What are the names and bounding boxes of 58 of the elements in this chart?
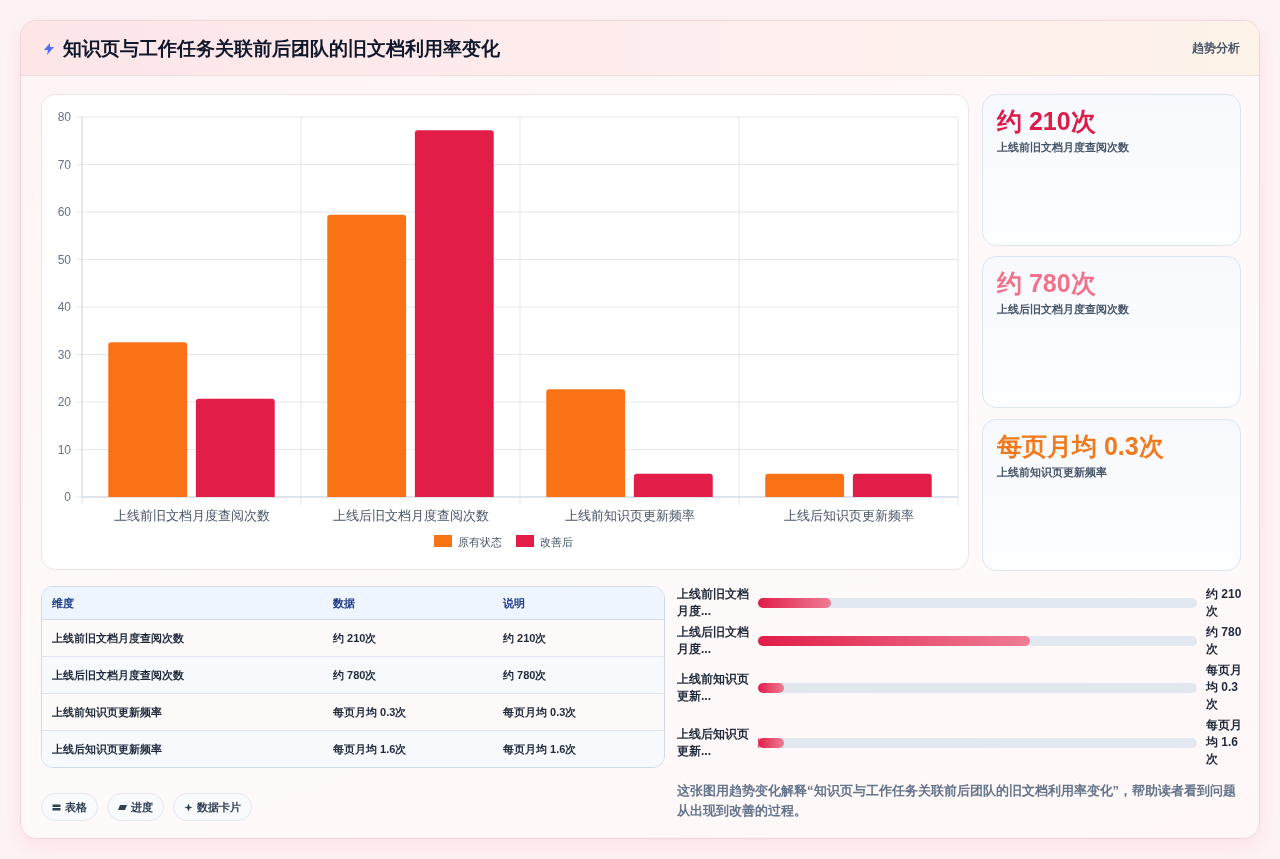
chart-title: 知识页与工作任务关联前后团队的旧文档利用率变化 — [63, 37, 500, 61]
y-tick-label: 上线前旧文档月度... — [677, 586, 750, 620]
bar — [765, 473, 845, 497]
bar — [414, 130, 494, 497]
x-tick-label: 上线前旧文档月度查阅次数 — [113, 508, 270, 523]
text: 每页月均 0.3次 — [323, 693, 493, 731]
y-tick-label: 20 — [57, 395, 72, 409]
text: 上线后知识页更新频率 — [42, 730, 323, 767]
x-tick-label: 上线后知识页更新频率 — [783, 508, 914, 523]
text: 数据卡片 — [197, 799, 241, 815]
data-label: 每页月均 0.3次 — [1206, 662, 1243, 713]
text: 说明 — [493, 587, 664, 620]
text: 趋势分析 — [1192, 40, 1240, 56]
text: 每页月均 0.3次 — [493, 693, 664, 731]
text: 数据 — [323, 587, 493, 620]
text: 这张图用趋势变化解释“知识页与工作任务关联前后团队的旧文档利用率变化”，帮助读者看到问题从出现到改善的过程。 — [677, 782, 1237, 820]
text: 上线后旧文档月度查阅次数 — [42, 656, 323, 694]
text: 表格 — [65, 799, 87, 815]
x-tick-label: 上线前知识页更新频率 — [564, 508, 695, 523]
y-tick-label: 60 — [57, 205, 72, 219]
y-tick-label: 30 — [57, 347, 72, 362]
text: 上线后旧文档月度查阅次数 — [997, 302, 1129, 317]
text: 上线前知识页更新频率 — [997, 465, 1107, 480]
y-tick-label: 10 — [57, 442, 72, 457]
legend-label: 改善后 — [540, 535, 573, 548]
y-tick-label: 40 — [57, 300, 72, 314]
bar — [852, 473, 932, 497]
bar — [195, 398, 275, 497]
text: 每页月均 0.3次 — [997, 431, 1164, 462]
bar — [327, 214, 407, 497]
text: 约 210次 — [493, 619, 664, 657]
text: 约 780次 — [323, 656, 493, 694]
y-tick-label: 上线后知识页更新... — [677, 725, 750, 760]
text: 约 210次 — [997, 106, 1096, 137]
bar — [108, 342, 188, 497]
text: 每页月均 1.6次 — [493, 730, 664, 767]
text: 进度 — [131, 799, 153, 815]
y-tick-label: 50 — [57, 252, 72, 267]
bar — [633, 473, 713, 497]
y-tick-label: 0 — [64, 490, 72, 504]
text: 维度 — [42, 587, 323, 620]
x-tick-label: 上线后旧文档月度查阅次数 — [332, 508, 489, 523]
data-label: 约 780次 — [1206, 624, 1243, 658]
y-tick-label: 70 — [57, 157, 72, 172]
y-tick-label: 80 — [57, 110, 72, 124]
data-label: 每页月均 1.6次 — [1206, 717, 1243, 768]
bar — [546, 389, 626, 497]
data-label: 约 210次 — [1206, 586, 1243, 620]
text: 上线前旧文档月度查阅次数 — [42, 619, 323, 657]
text: 上线前知识页更新频率 — [42, 693, 323, 731]
text: 每页月均 1.6次 — [323, 730, 493, 767]
text: 约 210次 — [323, 619, 493, 657]
text: 约 780次 — [997, 268, 1096, 299]
legend-label: 原有状态 — [458, 535, 502, 548]
y-tick-label: 上线后旧文档月度... — [677, 624, 750, 658]
y-tick-label: 上线前知识页更新... — [677, 670, 750, 705]
text: 约 780次 — [493, 656, 664, 694]
text: 上线前旧文档月度查阅次数 — [997, 140, 1129, 155]
